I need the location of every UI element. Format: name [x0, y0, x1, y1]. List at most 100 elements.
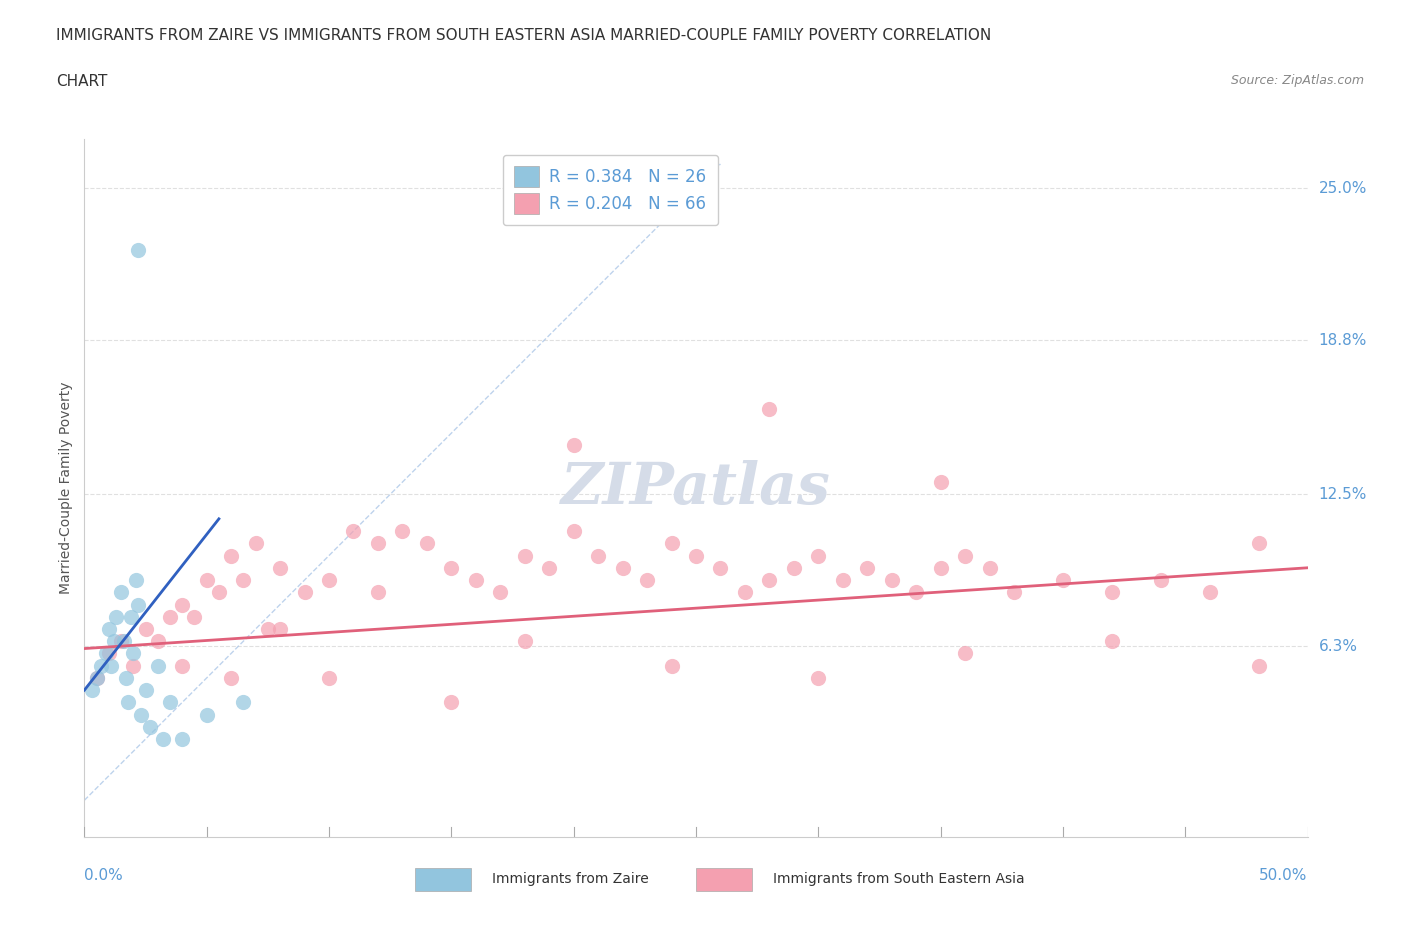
Point: [100, 658, 122, 673]
Point: [105, 609, 128, 624]
Point: [139, 720, 162, 735]
Text: Immigrants from South Eastern Asia: Immigrants from South Eastern Asia: [773, 871, 1025, 886]
Point: [636, 573, 658, 588]
Point: [146, 633, 169, 648]
Legend: R = 0.384   N = 26, R = 0.204   N = 66: R = 0.384 N = 26, R = 0.204 N = 66: [502, 154, 718, 225]
Text: Source: ZipAtlas.com: Source: ZipAtlas.com: [1230, 74, 1364, 87]
Point: [172, 732, 194, 747]
Point: [245, 536, 267, 551]
Point: [758, 573, 780, 588]
Point: [1002, 585, 1025, 600]
Point: [661, 536, 683, 551]
Point: [159, 609, 181, 624]
Point: [269, 621, 291, 636]
Point: [195, 707, 218, 722]
Point: [122, 658, 145, 673]
Point: [269, 561, 291, 576]
Text: 0.0%: 0.0%: [84, 868, 124, 883]
Point: [758, 401, 780, 416]
Point: [440, 561, 463, 576]
Point: [979, 561, 1001, 576]
Point: [953, 646, 976, 661]
Point: [661, 658, 683, 673]
Point: [783, 561, 806, 576]
Point: [232, 695, 254, 710]
Point: [1101, 633, 1123, 648]
Point: [127, 597, 149, 612]
Point: [172, 658, 194, 673]
Point: [97, 621, 120, 636]
Point: [513, 633, 536, 648]
Text: CHART: CHART: [56, 74, 108, 89]
Point: [342, 524, 364, 538]
Point: [135, 683, 157, 698]
Point: [86, 671, 108, 685]
Point: [440, 695, 463, 710]
Point: [112, 633, 135, 648]
Point: [159, 695, 181, 710]
Point: [257, 621, 280, 636]
Point: [86, 671, 108, 685]
Point: [416, 536, 439, 551]
Point: [709, 561, 731, 576]
Point: [318, 671, 340, 685]
Point: [391, 524, 413, 538]
Point: [135, 621, 157, 636]
Point: [562, 438, 585, 453]
Text: 50.0%: 50.0%: [1260, 868, 1308, 883]
Point: [367, 536, 389, 551]
Point: [586, 548, 609, 563]
Point: [1247, 658, 1270, 673]
Point: [232, 573, 254, 588]
Point: [880, 573, 903, 588]
Text: Immigrants from Zaire: Immigrants from Zaire: [492, 871, 648, 886]
Point: [929, 474, 952, 489]
Point: [807, 548, 830, 563]
Point: [115, 671, 138, 685]
Point: [318, 573, 340, 588]
Point: [80, 683, 103, 698]
Point: [219, 548, 242, 563]
Point: [856, 561, 879, 576]
Point: [685, 548, 707, 563]
Point: [953, 548, 976, 563]
Point: [294, 585, 316, 600]
Point: [562, 524, 585, 538]
Point: [929, 561, 952, 576]
Point: [208, 585, 231, 600]
Point: [129, 707, 152, 722]
Point: [127, 242, 149, 257]
Point: [117, 695, 139, 710]
Text: 6.3%: 6.3%: [1319, 639, 1358, 654]
Point: [489, 585, 512, 600]
Point: [1247, 536, 1270, 551]
Point: [734, 585, 756, 600]
Point: [172, 597, 194, 612]
Point: [538, 561, 561, 576]
Point: [195, 573, 218, 588]
Point: [110, 585, 132, 600]
Text: 12.5%: 12.5%: [1319, 487, 1367, 502]
Point: [125, 573, 148, 588]
Point: [122, 646, 145, 661]
Point: [103, 633, 125, 648]
Point: [97, 646, 120, 661]
Point: [807, 671, 830, 685]
Point: [183, 609, 205, 624]
Y-axis label: Married-Couple Family Poverty: Married-Couple Family Poverty: [59, 382, 73, 594]
Point: [110, 633, 132, 648]
Point: [1052, 573, 1074, 588]
Point: [905, 585, 928, 600]
Point: [120, 609, 142, 624]
Point: [96, 646, 118, 661]
Point: [831, 573, 853, 588]
Text: ZIPatlas: ZIPatlas: [561, 460, 831, 516]
Text: IMMIGRANTS FROM ZAIRE VS IMMIGRANTS FROM SOUTH EASTERN ASIA MARRIED-COUPLE FAMIL: IMMIGRANTS FROM ZAIRE VS IMMIGRANTS FROM…: [56, 28, 991, 43]
Point: [146, 658, 169, 673]
Point: [464, 573, 486, 588]
Text: 18.8%: 18.8%: [1319, 333, 1367, 348]
Point: [1101, 585, 1123, 600]
Point: [612, 561, 634, 576]
Point: [1198, 585, 1220, 600]
Point: [219, 671, 242, 685]
